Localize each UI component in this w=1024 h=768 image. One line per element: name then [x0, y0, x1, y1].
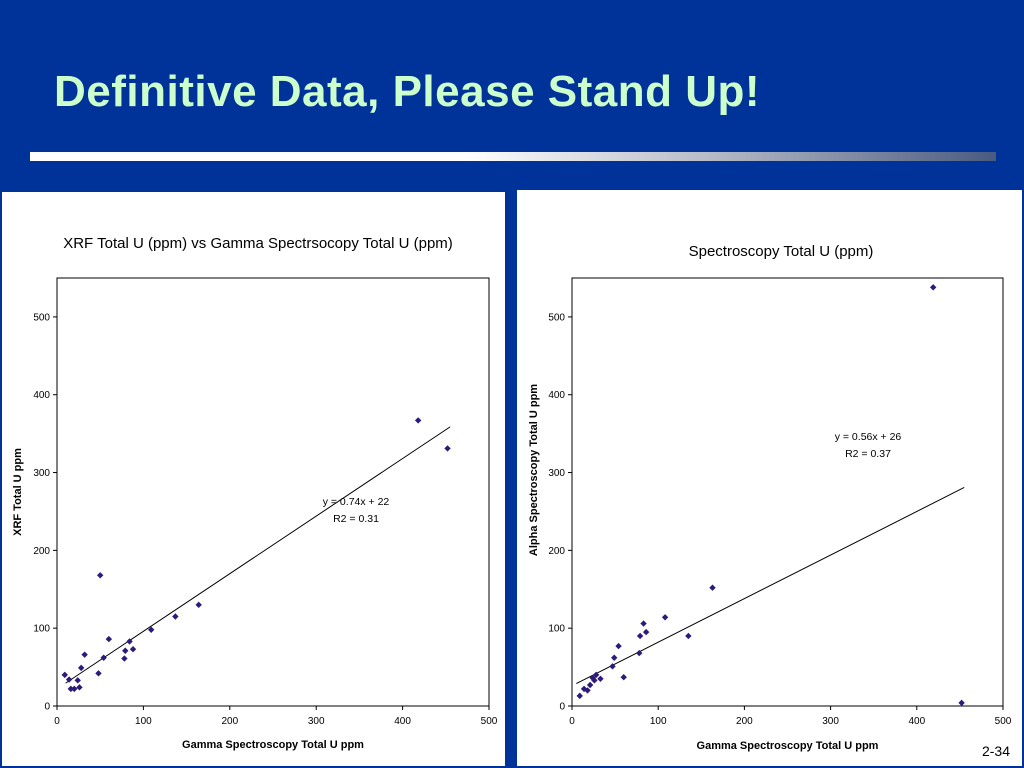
chart-xrf-vs-gamma: XRF Total U (ppm) vs Gamma Spectrsocopy …: [12, 235, 498, 751]
chart0-ytick-label: 400: [33, 390, 50, 401]
chart0-data-point: [71, 685, 78, 693]
chart0-title: XRF Total U (ppm) vs Gamma Spectrsocopy …: [63, 235, 453, 252]
chart0-plot-area: [56, 277, 490, 707]
chart1-data-point: [620, 674, 627, 681]
chart-panel-xrf-vs-gamma: XRF Total U (ppm) vs Gamma Spectrsocopy …: [2, 192, 505, 766]
chart1-trendline-equation: y = 0.56x + 26: [835, 431, 902, 443]
chart1-title: Spectroscopy Total U (ppm): [689, 243, 874, 260]
slide-title: Definitive Data, Please Stand Up!: [54, 67, 761, 116]
chart1-data-point: [584, 687, 591, 694]
chart0-data-point: [444, 445, 451, 452]
title-divider: [30, 152, 996, 161]
chart0-trendline-equation: y = 0.74x + 22: [323, 496, 390, 508]
chart1-data-point: [591, 677, 598, 684]
chart0-data-point: [95, 670, 102, 677]
chart1-trendline: [576, 487, 965, 685]
page-number: 2-34: [981, 743, 1010, 759]
chart1-data-point: [661, 614, 669, 621]
chart0-data-point: [61, 671, 68, 679]
chart0-data-point: [81, 651, 88, 658]
chart0-r-squared: R2 = 0.31: [333, 513, 379, 525]
chart0-data-point: [105, 635, 113, 643]
chart0-ytick-label: 300: [33, 468, 50, 479]
chart0-data-point: [195, 601, 202, 609]
chart-panel-alpha-vs-gamma: Spectroscopy Total U (ppm) 0 100 200 300 400 5…: [517, 190, 1022, 766]
chart0-xtick-label: 0: [54, 716, 60, 727]
chart1-xtick-label: 0: [569, 716, 575, 727]
chart1-data-point: [685, 632, 692, 640]
chart1-xtick-label: 200: [736, 716, 753, 727]
chart0-xtick-label: 400: [394, 716, 411, 727]
chart0-data-point: [77, 664, 85, 672]
chart0-y-axis-label: XRF Total U ppm: [12, 448, 24, 536]
chart0-data-point: [100, 654, 107, 661]
chart0-data-point: [74, 677, 81, 684]
chart0-xtick-label: 300: [308, 716, 325, 727]
chart1-xtick-label: 400: [908, 716, 925, 727]
chart1-x-axis-label: Gamma Spectroscopy Total U ppm: [697, 740, 879, 752]
chart0-ytick-label: 100: [33, 624, 50, 635]
chart0-xtick-label: 200: [221, 716, 238, 727]
chart1-ytick-label: 100: [548, 624, 565, 635]
chart1-data-point: [592, 671, 600, 679]
chart0-ytick-label: 200: [33, 546, 50, 557]
chart0-data-point: [147, 626, 155, 633]
chart1-data-point: [586, 681, 594, 689]
chart1-xtick-label: 300: [822, 716, 839, 727]
chart0-data-point: [97, 572, 104, 579]
chart1-ytick-label: 500: [548, 312, 565, 323]
chart1-data-point: [615, 642, 622, 650]
chart1-data-point: [636, 632, 644, 640]
chart1-xtick-label: 500: [995, 716, 1012, 727]
chart1-ytick-label: 200: [548, 546, 565, 557]
chart1-r-squared: R2 = 0.37: [845, 448, 891, 460]
chart0-data-point: [67, 685, 75, 693]
chart0-ytick-label: 0: [44, 702, 50, 713]
chart0-ytick-label: 500: [33, 312, 50, 323]
chart1-data-point: [640, 620, 647, 627]
chart1-data-point: [929, 284, 937, 291]
chart0-data-point: [126, 638, 133, 645]
chart0-data-point: [76, 684, 83, 691]
chart1-y-axis-label: Alpha Spectroscopy Total U ppm: [528, 384, 540, 556]
chart0-data-point: [172, 613, 179, 620]
chart-alpha-vs-gamma: Spectroscopy Total U (ppm) 0 100 200 300 400 5…: [528, 243, 1012, 752]
chart0-xtick-label: 100: [135, 716, 152, 727]
chart0-xtick-label: 500: [481, 716, 498, 727]
chart0-trendline: [65, 426, 451, 684]
chart1-ytick-label: 400: [548, 390, 565, 401]
chart1-data-point: [611, 654, 618, 661]
chart1-data-point: [642, 628, 650, 636]
chart1-data-point: [958, 699, 965, 707]
chart0-data-point: [129, 645, 137, 653]
chart0-data-point: [121, 655, 128, 662]
chart0-data-point: [122, 647, 129, 654]
chart0-data-point: [414, 417, 422, 424]
chart1-ytick-label: 0: [559, 702, 565, 713]
chart1-data-point: [576, 692, 583, 700]
chart0-x-axis-label: Gamma Spectroscopy Total U ppm: [182, 739, 364, 751]
chart1-xtick-label: 100: [650, 716, 667, 727]
chart1-ytick-label: 300: [548, 468, 565, 479]
chart1-plot-area: [571, 277, 1004, 707]
chart1-data-point: [597, 675, 604, 682]
chart1-data-point: [709, 584, 716, 591]
